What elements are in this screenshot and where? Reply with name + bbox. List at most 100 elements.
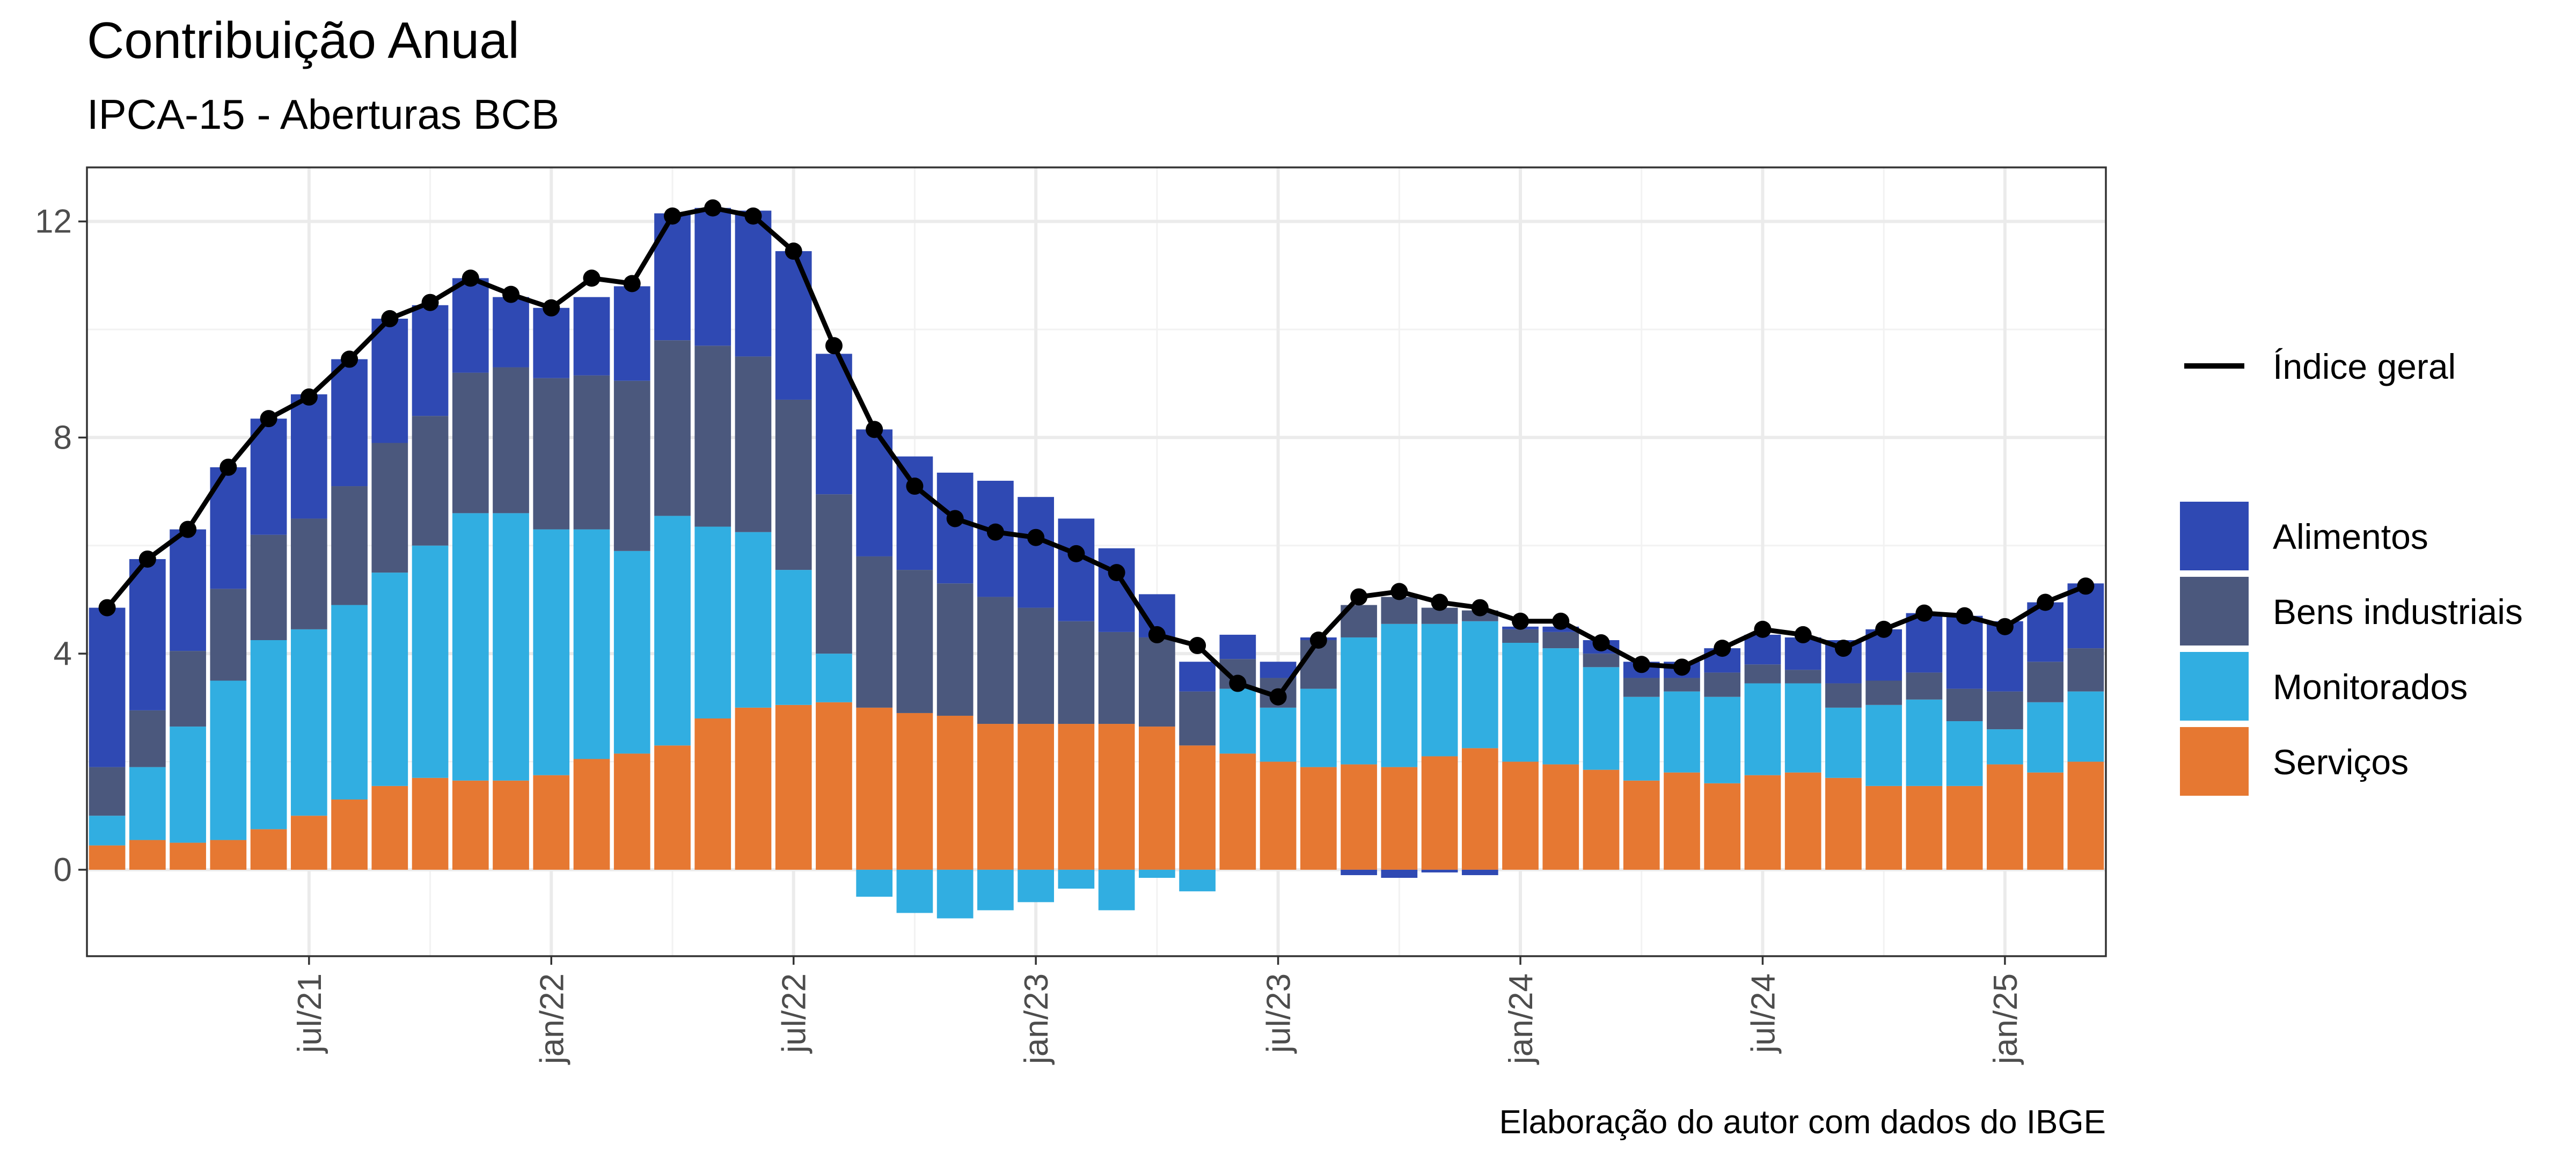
bar-bens-industriais [250,534,287,640]
x-tick-label: jan/22 [533,973,570,1065]
bar-bens-industriais [1058,621,1095,724]
bar-alimentos [371,318,408,443]
index-point [1754,620,1772,638]
bar-bens-industriais [1179,691,1216,746]
bar-monitorados [694,526,731,718]
bar-bens-industriais [2067,648,2104,692]
bar-servicos [654,745,691,870]
x-tick-label: jul/22 [776,973,813,1054]
index-point [421,294,439,311]
bar-servicos [694,718,731,870]
bar-servicos [977,724,1014,870]
index-point [825,337,843,355]
index-point [1269,688,1287,706]
bar-bens-industriais [1664,678,1700,692]
bar-alimentos [816,354,852,495]
bar-bens-industriais [1583,654,1620,667]
legend-key [2180,727,2249,796]
bar-monitorados [775,570,812,705]
bar-bens-industriais [170,651,206,727]
bar-servicos [1139,727,1175,870]
bar-monitorados [1139,869,1175,878]
chart-subtitle: IPCA-15 - Aberturas BCB [87,91,559,138]
bar-bens-industriais [290,518,327,629]
bar-alimentos [1018,497,1054,608]
bar-bens-industriais [1623,678,1660,697]
index-point [704,199,722,217]
chart-title: Contribuição Anual [87,12,519,69]
bar-monitorados [371,573,408,786]
bar-servicos [1018,724,1054,870]
bar-monitorados [1300,688,1337,767]
chart-caption: Elaboração do autor com dados do IBGE [1499,1104,2106,1141]
bar-alimentos [452,278,489,373]
bar-monitorados [936,869,974,919]
bar-alimentos [412,305,449,416]
bar-alimentos [654,213,691,341]
bar-monitorados [2067,691,2104,762]
legend-label: Índice geral [2273,347,2456,386]
bar-bens-industriais [1744,664,1781,684]
bar-servicos [1825,777,1862,870]
bar-bens-industriais [654,340,691,516]
bar-monitorados [1219,688,1256,754]
bar-bens-industriais [1987,691,2023,730]
x-tick-label: jan/23 [1018,973,1055,1065]
index-point [381,310,399,327]
x-tick-label: jul/21 [291,973,328,1054]
index-line [98,199,2095,706]
bar-bens-industriais [1784,670,1821,684]
bar-bens-industriais [331,486,368,605]
bar-monitorados [1906,699,1943,786]
bar-servicos [170,842,206,870]
index-point [1431,593,1448,611]
bar-monitorados [1583,667,1620,770]
bar-servicos [896,713,933,870]
bar-bens-industriais [856,556,893,708]
bar-servicos [1583,769,1620,870]
index-point [986,523,1004,541]
bar-bens-industriais [1946,688,1983,722]
bar-servicos [89,845,126,870]
index-point [1189,637,1206,655]
bar-monitorados [1260,707,1297,762]
x-tick-label: jan/24 [1503,973,1540,1065]
bar-servicos [412,777,449,870]
legend-label: Serviços [2273,742,2409,782]
bar-bens-industriais [1502,629,1539,643]
bar-monitorados [1341,637,1377,765]
bar-servicos [210,840,247,870]
bar-monitorados [1744,683,1781,775]
bar-monitorados [1421,623,1458,757]
bar-alimentos [1260,662,1297,678]
bar-servicos [2067,761,2104,870]
bar-monitorados [1542,648,1579,765]
y-tick-label: 4 [54,635,72,672]
index-point [1350,588,1368,606]
bar-servicos [331,799,368,870]
bar-servicos [452,780,489,870]
bar-monitorados [250,640,287,830]
bar-servicos [1946,786,1983,870]
bar-alimentos [533,307,570,378]
bar-alimentos [936,472,974,584]
bar-bens-industriais [1542,632,1579,649]
index-point [1108,564,1125,582]
legend-label: Bens industriais [2273,592,2523,632]
bar-servicos [1906,786,1943,870]
index-point [1956,607,1973,625]
index-point [260,410,277,428]
bar-servicos [1341,764,1377,870]
bar-servicos [129,840,166,870]
index-point [1714,640,1731,657]
bar-servicos [816,702,852,870]
index-point [1794,626,1812,643]
x-axis: jul/21 jan/22 jul/22 jan/23 jul/23 jan/24 jul/… [291,956,2024,1065]
bar-monitorados [735,532,772,708]
bar-bens-industriais [816,494,852,654]
index-point [179,520,197,538]
bar-bens-industriais [1865,680,1902,705]
bar-bens-industriais [1704,672,1741,697]
bar-monitorados [977,869,1014,911]
